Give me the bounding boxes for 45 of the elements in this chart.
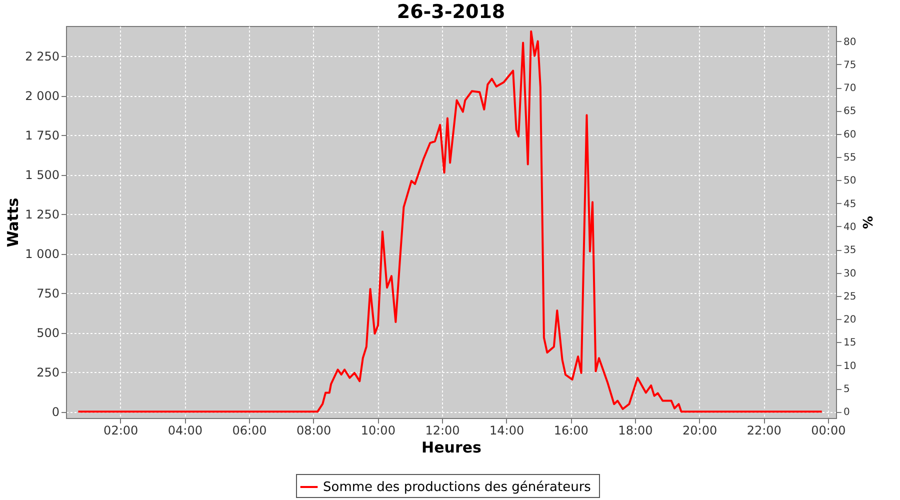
y-tick-label: 750 — [36, 286, 60, 301]
x-tick-label: 22:00 — [746, 424, 782, 438]
y2-tick-label: 40 — [844, 222, 856, 233]
y2-tick-label: 10 — [844, 360, 856, 372]
y2-axis-title: % — [859, 216, 874, 230]
y2-tick-label: 70 — [844, 83, 856, 94]
y2-tick-label: 25 — [844, 291, 856, 302]
y2-tick-label: 65 — [844, 106, 856, 118]
x-tick-label: 14:00 — [490, 424, 524, 438]
x-tick-label: 04:00 — [168, 424, 202, 438]
y2-tick-label: 60 — [844, 129, 856, 140]
y2-tick-label: 80 — [844, 36, 856, 48]
x-tick-label: 16:00 — [554, 424, 588, 438]
x-tick-label: 02:00 — [104, 424, 138, 438]
y2-tick-label: 75 — [844, 60, 856, 71]
x-tick-label: 00:00 — [811, 424, 846, 438]
y-tick-label: 500 — [36, 326, 60, 340]
y-axis-title: Watts — [4, 198, 22, 248]
x-tick-label: 12:00 — [425, 424, 460, 438]
x-tick-label: 18:00 — [618, 424, 653, 438]
x-tick-label: 20:00 — [682, 424, 718, 438]
y-tick-label: 2 250 — [25, 50, 60, 64]
chart-title: 26-3-2018 — [396, 1, 506, 23]
y-tick-label: 250 — [36, 366, 60, 380]
line-series — [77, 30, 823, 413]
x-tick-label: 06:00 — [232, 424, 267, 438]
y-tick-label: 2 000 — [25, 89, 60, 104]
y-tick-label: 1 500 — [25, 168, 60, 182]
y2-tick-label: 5 — [844, 384, 850, 396]
y-tick-label: 1 250 — [25, 208, 60, 222]
y2-tick-label: 20 — [844, 314, 856, 326]
y2-tick-label: 15 — [844, 338, 856, 349]
y2-tick-label: 0 — [844, 407, 850, 418]
y-tick-label: 1 000 — [25, 247, 60, 262]
y2-tick-label: 45 — [844, 198, 856, 210]
x-tick-label: 08:00 — [296, 424, 332, 438]
x-axis-title: Heures — [422, 438, 482, 456]
y2-tick-label: 35 — [844, 245, 856, 256]
y-tick-label: 1 750 — [25, 128, 60, 143]
x-tick-label: 10:00 — [360, 424, 396, 438]
y2-tick-label: 50 — [844, 176, 856, 187]
y2-tick-label: 55 — [844, 152, 856, 164]
legend-label: Somme des productions des générateurs — [323, 480, 592, 495]
y2-tick-label: 30 — [844, 268, 856, 280]
y-tick-label: 0 — [52, 405, 60, 420]
